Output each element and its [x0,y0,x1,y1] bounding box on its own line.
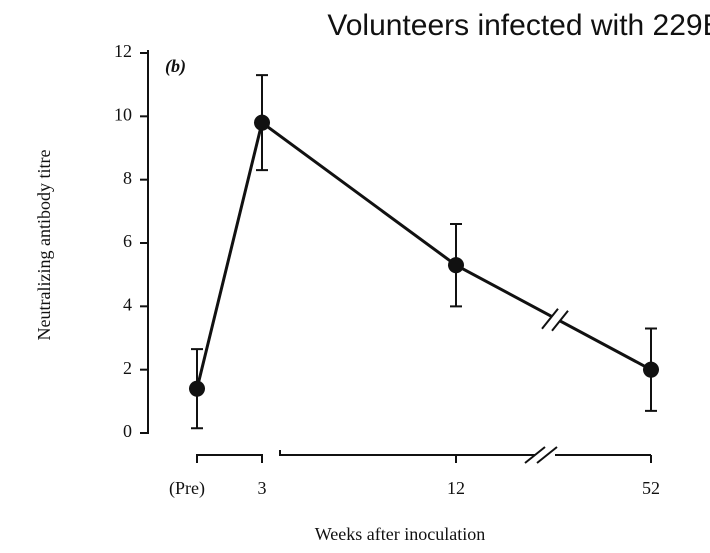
x-tick-label: 12 [447,478,465,498]
y-axis-label: Neutralizing antibody titre [34,150,54,341]
x-tick-label: 52 [642,478,660,498]
data-point [189,380,205,397]
y-tick-label: 10 [114,104,132,124]
y-tick-label: 2 [123,358,132,378]
data-point [254,114,270,131]
x-axis [196,454,263,463]
panel-label: (b) [165,56,186,77]
y-tick-label: 12 [114,41,132,61]
line-gap [550,314,562,324]
y-tick-label: 6 [123,231,132,251]
y-tick-label: 4 [123,294,132,314]
axis-break [524,446,558,464]
y-tick-label: 8 [123,168,132,188]
chart-title: Volunteers infected with 229E [327,9,710,42]
x-tick-label: 3 [258,478,267,498]
x-tick-label: (Pre) [169,478,205,499]
line-break [541,308,569,332]
data-line [195,120,652,390]
data-point [643,361,659,378]
data-point [448,257,464,274]
x-axis [279,450,652,463]
y-tick-label: 0 [123,421,132,441]
x-axis-label: Weeks after inoculation [315,524,485,544]
